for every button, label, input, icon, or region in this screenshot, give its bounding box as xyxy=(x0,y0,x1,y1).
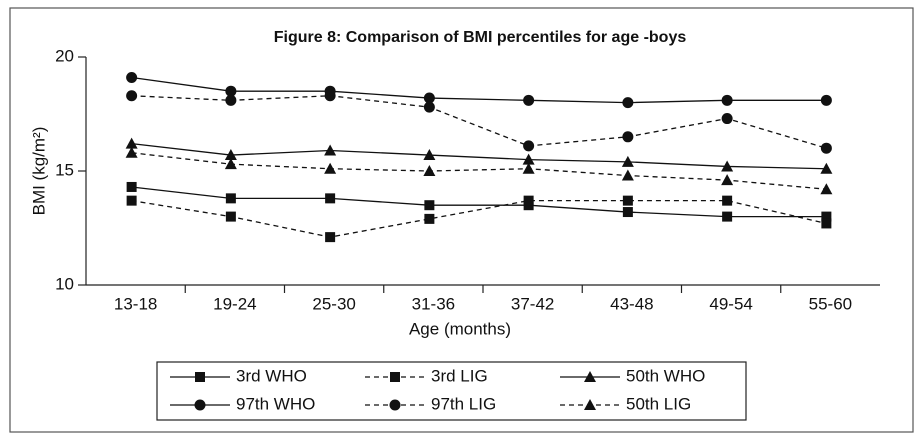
legend-label: 97th LIG xyxy=(431,394,496,413)
marker xyxy=(324,162,337,174)
marker xyxy=(194,399,206,411)
marker xyxy=(820,183,833,195)
x-tick-label: 13-18 xyxy=(114,294,157,313)
series-line xyxy=(131,199,827,238)
marker xyxy=(423,149,436,161)
marker xyxy=(722,211,733,222)
marker xyxy=(621,155,634,167)
marker xyxy=(820,162,833,174)
marker xyxy=(821,218,832,229)
marker xyxy=(325,232,336,243)
y-tick-label: 15 xyxy=(55,160,74,179)
marker xyxy=(722,195,733,206)
marker xyxy=(224,158,237,170)
marker xyxy=(622,131,634,143)
legend-label: 50th LIG xyxy=(626,394,691,413)
marker xyxy=(622,97,634,109)
x-axis-label: Age (months) xyxy=(409,319,511,338)
x-tick-label: 55-60 xyxy=(809,294,852,313)
marker xyxy=(324,90,336,102)
marker xyxy=(225,94,237,106)
marker xyxy=(224,149,237,161)
series-line xyxy=(131,152,827,190)
legend-label: 3rd WHO xyxy=(236,366,307,385)
marker xyxy=(126,72,138,84)
x-tick-label: 37-42 xyxy=(511,294,554,313)
marker xyxy=(125,146,138,158)
marker xyxy=(225,193,236,204)
marker xyxy=(522,162,535,174)
marker xyxy=(389,399,401,411)
marker xyxy=(522,153,535,165)
x-tick-label: 43-48 xyxy=(610,294,653,313)
marker xyxy=(721,160,734,172)
marker xyxy=(721,94,733,106)
x-tick-label: 25-30 xyxy=(312,294,355,313)
marker xyxy=(820,142,832,154)
y-tick-label: 20 xyxy=(55,46,74,65)
marker xyxy=(423,92,435,104)
marker xyxy=(523,140,535,152)
marker xyxy=(126,195,137,206)
marker xyxy=(424,213,435,224)
marker xyxy=(423,101,435,113)
legend-box xyxy=(156,361,747,421)
legend-label: 50th WHO xyxy=(626,366,705,385)
marker xyxy=(225,85,237,97)
marker xyxy=(622,195,633,206)
frame xyxy=(9,7,914,433)
series-line xyxy=(131,95,827,149)
marker xyxy=(721,113,733,125)
marker xyxy=(324,144,337,156)
marker xyxy=(423,165,436,176)
y-tick-label: 10 xyxy=(55,274,74,293)
marker xyxy=(424,200,435,211)
chart-title: Figure 8: Comparison of BMI percentiles … xyxy=(274,29,687,46)
marker xyxy=(523,195,534,206)
marker xyxy=(195,372,205,382)
marker xyxy=(821,211,832,222)
legend-label: 3rd LIG xyxy=(431,366,488,385)
marker xyxy=(325,193,336,204)
marker xyxy=(584,371,596,382)
series-line xyxy=(131,142,827,170)
marker xyxy=(523,94,535,106)
series-line xyxy=(131,186,827,218)
x-tick-label: 31-36 xyxy=(412,294,455,313)
x-tick-label: 19-24 xyxy=(213,294,256,313)
marker xyxy=(126,181,137,192)
marker xyxy=(584,399,596,410)
marker xyxy=(820,94,832,106)
marker xyxy=(721,174,734,186)
marker xyxy=(390,372,400,382)
y-axis-label: BMI (kg/m²) xyxy=(29,127,48,216)
legend-label: 97th WHO xyxy=(236,394,315,413)
marker xyxy=(225,211,236,222)
marker xyxy=(622,207,633,218)
marker xyxy=(621,169,634,181)
marker xyxy=(125,137,138,149)
x-tick-label: 49-54 xyxy=(709,294,752,313)
series-line xyxy=(131,76,827,104)
marker xyxy=(126,90,138,102)
